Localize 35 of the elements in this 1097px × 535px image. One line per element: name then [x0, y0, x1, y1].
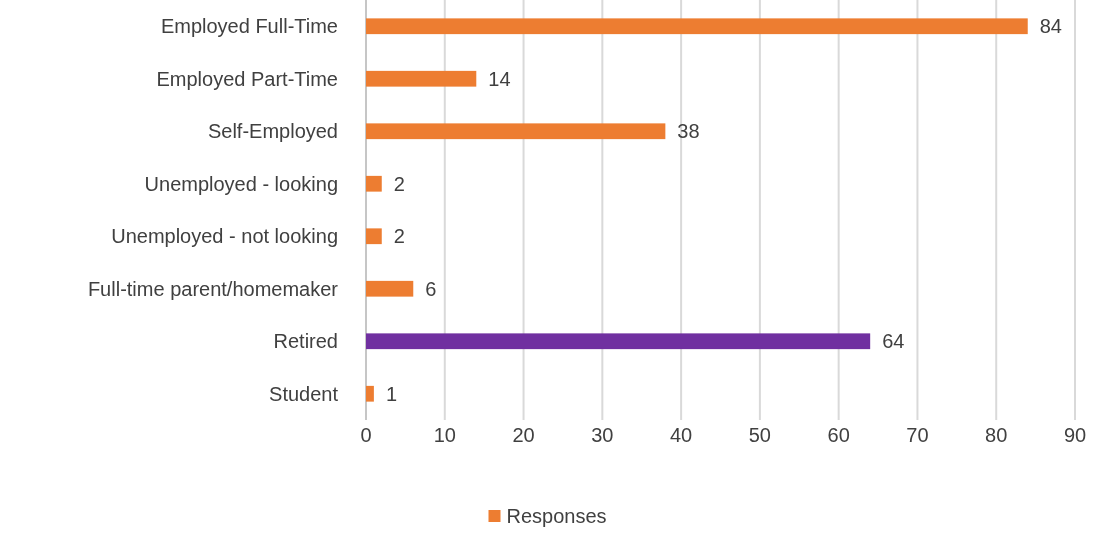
bar	[366, 70, 477, 87]
data-label: 84	[1039, 15, 1062, 38]
y-tick-label: Employed Part-Time	[156, 67, 338, 90]
x-tick-label: 80	[985, 424, 1008, 446]
data-label: 2	[393, 225, 405, 248]
bar	[366, 123, 666, 140]
legend-label: Responses	[506, 505, 607, 527]
x-tick-label: 90	[1063, 424, 1087, 446]
y-tick-label: Employed Full-Time	[160, 15, 338, 38]
x-tick-label: 50	[748, 424, 772, 446]
x-tick-label: 10	[433, 424, 456, 446]
y-tick-label: Unemployed - looking	[144, 172, 338, 195]
bar	[366, 18, 1028, 35]
x-tick-label: 70	[906, 424, 929, 446]
data-label: 38	[677, 120, 700, 143]
bar	[366, 385, 374, 402]
y-tick-label: Self-Employed	[207, 120, 338, 143]
x-tick-label: 20	[512, 424, 535, 446]
x-tick-label: 30	[591, 424, 614, 446]
y-tick-label: Full-time parent/homemaker	[87, 277, 339, 300]
y-tick-label: Retired	[273, 330, 338, 353]
bar	[366, 280, 414, 297]
bar	[366, 333, 871, 350]
data-label: 6	[425, 277, 437, 300]
data-label: 64	[882, 330, 905, 353]
y-tick-label: Student	[269, 382, 339, 405]
bar	[366, 175, 382, 192]
bar	[366, 228, 382, 245]
x-tick-label: 60	[827, 424, 850, 446]
data-label: 2	[393, 172, 405, 195]
data-label: 1	[385, 382, 397, 405]
x-tick-label: 0	[360, 424, 372, 446]
x-tick-label: 40	[669, 424, 693, 446]
data-label: 14	[488, 67, 511, 90]
y-tick-label: Unemployed - not looking	[111, 225, 338, 248]
